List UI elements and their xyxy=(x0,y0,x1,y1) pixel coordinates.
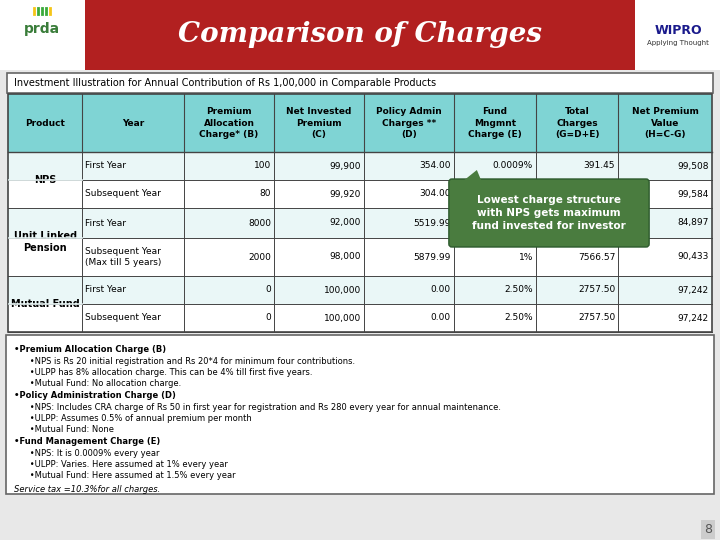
Text: •Mutual Fund: No allocation charge.: •Mutual Fund: No allocation charge. xyxy=(14,380,181,388)
Bar xyxy=(8,304,712,332)
Text: Net Premium
Value
(H=C-G): Net Premium Value (H=C-G) xyxy=(631,107,698,139)
Text: •NPS: It is 0.0009% every year: •NPS: It is 0.0009% every year xyxy=(14,449,160,457)
Bar xyxy=(8,94,712,332)
Text: 304.00: 304.00 xyxy=(419,190,451,199)
Text: •ULPP has 8% allocation charge. This can be 4% till first five years.: •ULPP has 8% allocation charge. This can… xyxy=(14,368,312,377)
Text: 100: 100 xyxy=(253,161,271,171)
Text: 2.50%: 2.50% xyxy=(505,286,533,294)
Polygon shape xyxy=(462,170,482,182)
FancyBboxPatch shape xyxy=(7,73,713,93)
Text: 0.00: 0.00 xyxy=(431,286,451,294)
Text: 5879.99: 5879.99 xyxy=(413,253,451,261)
Text: 100,000: 100,000 xyxy=(324,286,361,294)
Text: Lowest charge structure
with NPS gets maximum
fund invested for investor: Lowest charge structure with NPS gets ma… xyxy=(472,195,626,231)
Text: •Mutual Fund: None: •Mutual Fund: None xyxy=(14,426,114,435)
Text: 5519.99: 5519.99 xyxy=(413,219,451,227)
Text: Premium
Allocation
Charge* (B): Premium Allocation Charge* (B) xyxy=(199,107,258,139)
Text: 8: 8 xyxy=(704,523,712,536)
Text: •ULPP: Varies. Here assumed at 1% every year: •ULPP: Varies. Here assumed at 1% every … xyxy=(14,460,228,469)
Text: 0.00: 0.00 xyxy=(431,314,451,322)
Text: Subsequent Year
(Max till 5 years): Subsequent Year (Max till 5 years) xyxy=(85,247,162,267)
Text: 90,433: 90,433 xyxy=(678,253,709,261)
Text: 99,920: 99,920 xyxy=(330,190,361,199)
Text: NPS: NPS xyxy=(34,175,56,185)
Text: 92,000: 92,000 xyxy=(330,219,361,227)
Bar xyxy=(8,152,712,180)
Text: Product: Product xyxy=(25,118,65,127)
Text: 7566.57: 7566.57 xyxy=(577,253,615,261)
Text: Service tax =10.3%for all charges.: Service tax =10.3%for all charges. xyxy=(14,485,161,494)
Text: •Policy Administration Charge (D): •Policy Administration Charge (D) xyxy=(14,391,176,400)
Bar xyxy=(0,0,720,70)
Text: First Year: First Year xyxy=(85,161,126,171)
Text: Subsequent Year: Subsequent Year xyxy=(85,314,161,322)
Bar xyxy=(8,180,712,208)
Text: 99,584: 99,584 xyxy=(678,190,709,199)
Text: 336: 336 xyxy=(598,190,615,199)
FancyBboxPatch shape xyxy=(6,335,714,494)
Bar xyxy=(8,208,712,238)
Text: 2.50%: 2.50% xyxy=(505,314,533,322)
Text: 80: 80 xyxy=(259,190,271,199)
Text: 84,897: 84,897 xyxy=(678,219,709,227)
Text: Investment Illustration for Annual Contribution of Rs 1,00,000 in Comparable Pro: Investment Illustration for Annual Contr… xyxy=(14,78,436,88)
Bar xyxy=(85,0,635,70)
Text: Total
Charges
(G=D+E): Total Charges (G=D+E) xyxy=(555,107,599,139)
Text: Subsequent Year: Subsequent Year xyxy=(85,190,161,199)
Text: 98,000: 98,000 xyxy=(330,253,361,261)
Text: •ULPP: Assumes 0.5% of annual premium per month: •ULPP: Assumes 0.5% of annual premium pe… xyxy=(14,414,252,423)
Text: 2757.50: 2757.50 xyxy=(578,286,615,294)
Text: prda: prda xyxy=(24,22,60,36)
Text: Year: Year xyxy=(122,118,144,127)
Text: •Mutual Fund: Here assumed at 1.5% every year: •Mutual Fund: Here assumed at 1.5% every… xyxy=(14,471,235,481)
Bar xyxy=(8,238,712,276)
Bar xyxy=(8,276,712,304)
Text: Comparison of Charges: Comparison of Charges xyxy=(178,22,542,49)
Text: 1%: 1% xyxy=(518,253,533,261)
Text: •Premium Allocation Charge (B): •Premium Allocation Charge (B) xyxy=(14,345,166,354)
Text: 2757.50: 2757.50 xyxy=(578,314,615,322)
Text: 99,900: 99,900 xyxy=(330,161,361,171)
Text: •Fund Management Charge (E): •Fund Management Charge (E) xyxy=(14,437,161,446)
Text: 97,242: 97,242 xyxy=(678,286,709,294)
Text: First Year: First Year xyxy=(85,219,126,227)
Text: Fund
Mngmnt
Charge (E): Fund Mngmnt Charge (E) xyxy=(468,107,522,139)
Text: 0: 0 xyxy=(265,314,271,322)
Text: First Year: First Year xyxy=(85,286,126,294)
Text: 391.45: 391.45 xyxy=(584,161,615,171)
Text: 99,508: 99,508 xyxy=(678,161,709,171)
Text: Net Invested
Premium
(C): Net Invested Premium (C) xyxy=(287,107,351,139)
Text: WIPRO: WIPRO xyxy=(654,24,702,37)
Text: 97,242: 97,242 xyxy=(678,314,709,322)
Text: Policy Admin
Charges **
(D): Policy Admin Charges ** (D) xyxy=(376,107,442,139)
Bar xyxy=(8,94,712,152)
Text: 0: 0 xyxy=(265,286,271,294)
Text: 2000: 2000 xyxy=(248,253,271,261)
Text: 0.0009%: 0.0009% xyxy=(492,190,533,199)
Text: Mutual Fund: Mutual Fund xyxy=(11,299,79,309)
Text: 354.00: 354.00 xyxy=(419,161,451,171)
Text: •NPS: Includes CRA charge of Rs 50 in first year for registration and Rs 280 eve: •NPS: Includes CRA charge of Rs 50 in fi… xyxy=(14,402,501,411)
Text: 0.0009%: 0.0009% xyxy=(492,161,533,171)
Text: 100,000: 100,000 xyxy=(324,314,361,322)
Text: Applying Thought: Applying Thought xyxy=(647,40,709,46)
Text: 8000: 8000 xyxy=(248,219,271,227)
Text: Unit Linked
Pension: Unit Linked Pension xyxy=(14,231,77,253)
FancyBboxPatch shape xyxy=(449,179,649,247)
Text: •NPS is Rs 20 initial registration and Rs 20*4 for minimum four contributions.: •NPS is Rs 20 initial registration and R… xyxy=(14,356,355,366)
